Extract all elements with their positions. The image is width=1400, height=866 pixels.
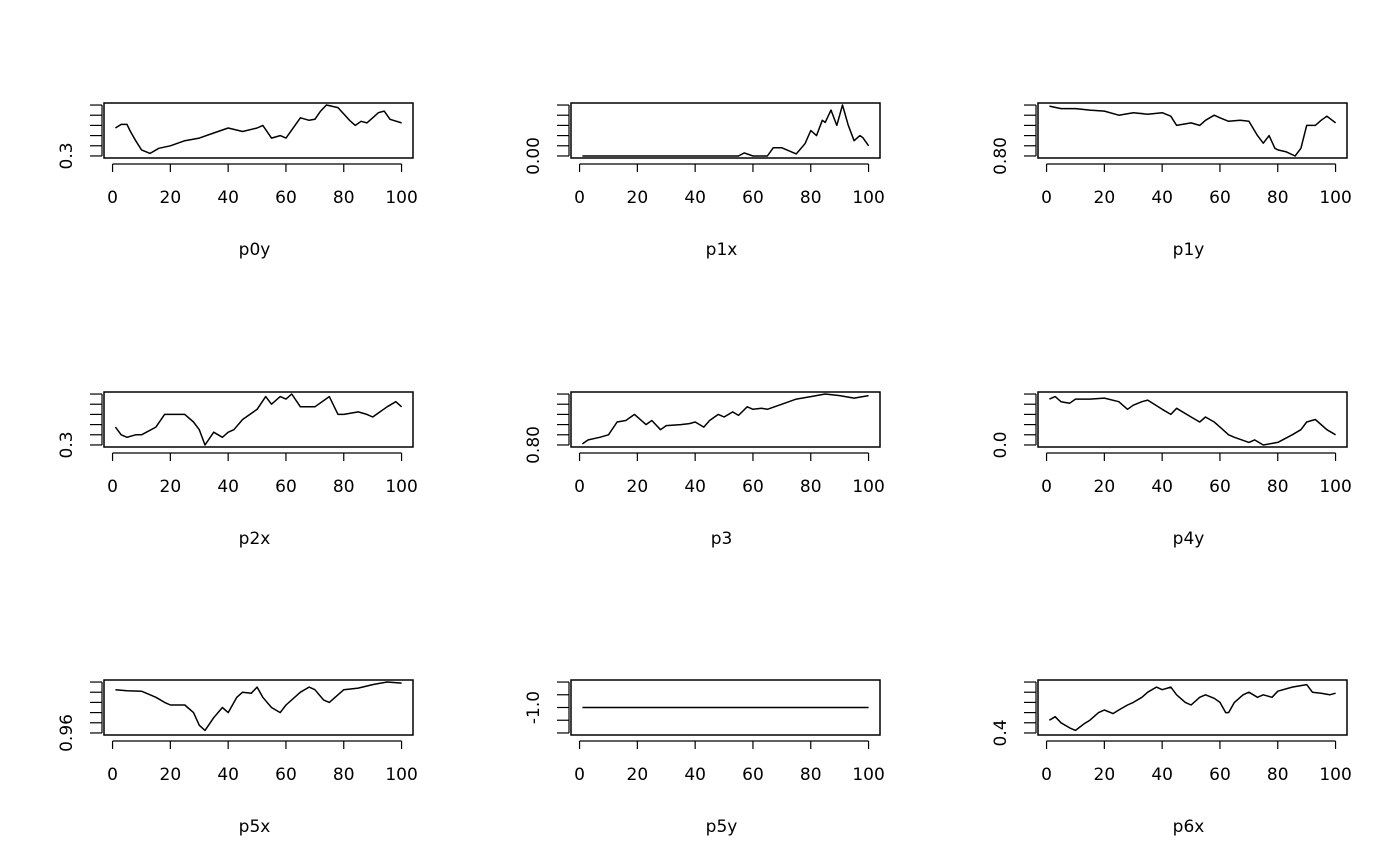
- x-tick-label: 40: [1151, 477, 1173, 497]
- x-tick-label: 60: [275, 765, 297, 785]
- x-tick-label: 80: [1267, 765, 1289, 785]
- x-tick-label: 100: [385, 765, 417, 785]
- x-axis-label: p6x: [1173, 817, 1205, 837]
- plot-box: [1037, 679, 1348, 736]
- x-tick-label: 20: [1094, 188, 1116, 208]
- x-axis-label: p1y: [1173, 240, 1205, 260]
- series-line: [581, 393, 869, 445]
- x-tick-label: 60: [742, 477, 764, 497]
- panel-p0y: 0 20 40 60 80 100 0.3 p0y: [57, 102, 418, 260]
- y-tick-label: 0.80: [524, 426, 544, 464]
- x-tick-label: 0: [107, 188, 118, 208]
- x-axis-label: p2x: [239, 529, 271, 549]
- y-tick-label: 0.80: [991, 137, 1011, 175]
- x-tick-label: 100: [1319, 765, 1351, 785]
- plot-box: [1037, 102, 1348, 159]
- x-tick-label: 80: [333, 188, 355, 208]
- panel-p5x: 0 20 40 60 80 100 0.96 p5x: [57, 679, 418, 837]
- x-tick-label: 100: [385, 477, 417, 497]
- x-tick-label: 80: [1267, 188, 1289, 208]
- x-tick-label: 0: [1041, 477, 1052, 497]
- x-tick-label: 100: [1319, 188, 1351, 208]
- x-axis-label: p1x: [706, 240, 738, 260]
- x-tick-label: 80: [333, 477, 355, 497]
- x-tick-label: 0: [574, 765, 585, 785]
- x-tick-label: 40: [1151, 765, 1173, 785]
- x-tick-label: 100: [852, 765, 884, 785]
- y-tick-label: 0.3: [57, 142, 77, 169]
- x-tick-label: 20: [160, 765, 182, 785]
- series-line: [1049, 395, 1336, 446]
- x-tick-label: 20: [627, 188, 649, 208]
- x-tick-label: 80: [800, 477, 822, 497]
- x-tick-label: 0: [574, 477, 585, 497]
- plot-box: [570, 102, 881, 159]
- x-tick-label: 20: [1094, 765, 1116, 785]
- x-tick-label: 20: [160, 477, 182, 497]
- plot-box: [570, 679, 881, 736]
- x-tick-label: 60: [1209, 477, 1231, 497]
- y-tick-label: 0.00: [524, 137, 544, 175]
- panel-p1x: 0 20 40 60 80 100 0.00 p1x: [524, 102, 885, 260]
- x-axis-label: p3: [711, 529, 733, 549]
- series-line: [115, 681, 402, 732]
- x-tick-label: 80: [800, 765, 822, 785]
- plot-box: [103, 679, 414, 736]
- x-tick-label: 40: [217, 765, 239, 785]
- x-tick-label: 60: [1209, 188, 1231, 208]
- y-tick-label: -1.0: [524, 691, 544, 724]
- panel-p3: 0 20 40 60 80 100 0.80 p3: [524, 391, 885, 549]
- x-tick-label: 0: [107, 477, 118, 497]
- panel-p6x: 0 20 40 60 80 100 0.4 p6x: [991, 679, 1352, 837]
- x-tick-label: 60: [1209, 765, 1231, 785]
- x-axis-label: p0y: [239, 240, 271, 260]
- plot-box: [570, 391, 881, 448]
- x-tick-label: 100: [852, 188, 884, 208]
- x-tick-label: 0: [107, 765, 118, 785]
- panel-p4y: 0 20 40 60 80 100 0.0 p4y: [991, 391, 1352, 549]
- x-tick-label: 80: [333, 765, 355, 785]
- x-axis-label: p5x: [239, 817, 271, 837]
- x-tick-label: 80: [1267, 477, 1289, 497]
- x-tick-label: 60: [742, 188, 764, 208]
- x-tick-label: 0: [1041, 188, 1052, 208]
- x-tick-label: 40: [684, 188, 706, 208]
- x-axis-label: p4y: [1173, 529, 1205, 549]
- x-tick-label: 40: [217, 188, 239, 208]
- plot-box: [1037, 391, 1348, 448]
- x-tick-label: 100: [1319, 477, 1351, 497]
- series-line: [582, 104, 870, 157]
- x-tick-label: 80: [800, 188, 822, 208]
- panel-p2x: 0 20 40 60 80 100 0.3 p2x: [57, 391, 418, 549]
- x-tick-label: 40: [684, 765, 706, 785]
- y-tick-label: 0.3: [57, 431, 77, 458]
- series-line: [114, 393, 403, 446]
- y-tick-label: 0.96: [57, 714, 77, 752]
- panel-p5y: 0 20 40 60 80 100 -1.0 p5y: [524, 679, 885, 837]
- panel-p1y: 0 20 40 60 80 100 0.80 p1y: [991, 102, 1352, 260]
- x-tick-label: 0: [1041, 765, 1052, 785]
- x-tick-label: 60: [275, 477, 297, 497]
- x-tick-label: 20: [1094, 477, 1116, 497]
- x-tick-label: 100: [852, 477, 884, 497]
- x-tick-label: 0: [574, 188, 585, 208]
- x-tick-label: 20: [160, 188, 182, 208]
- y-tick-label: 0.0: [991, 431, 1011, 458]
- plot-box: [103, 391, 414, 448]
- x-tick-label: 40: [684, 477, 706, 497]
- series-line: [115, 104, 402, 155]
- x-tick-label: 60: [275, 188, 297, 208]
- x-tick-label: 20: [627, 765, 649, 785]
- x-axis-label: p5y: [706, 817, 738, 837]
- x-tick-label: 60: [742, 765, 764, 785]
- x-tick-label: 40: [217, 477, 239, 497]
- series-line: [1049, 683, 1336, 732]
- x-tick-label: 100: [385, 188, 417, 208]
- x-tick-label: 40: [1151, 188, 1173, 208]
- plot-box: [103, 102, 414, 159]
- y-tick-label: 0.4: [991, 719, 1011, 746]
- series-line: [1049, 105, 1337, 157]
- x-tick-label: 20: [627, 477, 649, 497]
